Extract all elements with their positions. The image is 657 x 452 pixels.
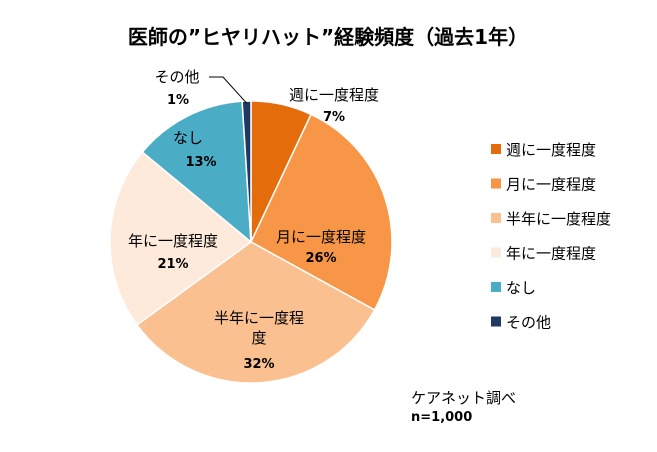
legend-swatch [491,316,501,327]
legend-label: その他 [506,314,551,332]
legend-label: 半年に一度程度 [506,210,611,228]
source-note: ケアネット調べ n=1,000 [411,389,516,427]
slice-percent: 13% [185,155,216,170]
legend-swatch [491,247,501,258]
slice-percent: 7% [323,110,345,125]
slice-labels: 週に一度程度 7% 月に一度程度 26% 半年に一度程度 32% 年に一度程度 21% なし 13… [128,68,379,372]
pie-slices [109,100,393,384]
legend-label: 週に一度程度 [506,141,596,159]
sample-size: n=1,000 [411,410,473,425]
pie-slice [141,100,252,244]
slice-label: その他 [154,68,199,86]
legend-label: 月に一度程度 [506,176,596,194]
legend-swatch [491,144,501,154]
legend-swatch [491,282,501,292]
slice-percent: 1% [167,93,189,108]
slice-label: 月に一度程度 [276,228,366,246]
pie-slice [135,241,376,384]
legend-swatch [491,213,501,223]
slice-label: 週に一度程度 [289,86,379,104]
legend-label: 年に一度程度 [506,245,596,263]
pie-slice [241,100,252,243]
legend-swatch [491,178,501,189]
pie-slice [109,151,253,326]
slice-label: 年に一度程度 [128,232,218,250]
slice-label: 半年に一度程度 [214,309,304,347]
leader-line [209,76,247,104]
slice-label: なし [173,129,203,147]
source-text: ケアネット調べ [411,389,517,407]
slice-percent: 21% [157,257,188,272]
slice-percent: 32% [243,357,274,372]
legend-label: なし [506,279,536,297]
chart-title: 医師の”ヒヤリハット”経験頻度（過去1年） [128,25,528,49]
slice-percent: 26% [305,251,336,266]
